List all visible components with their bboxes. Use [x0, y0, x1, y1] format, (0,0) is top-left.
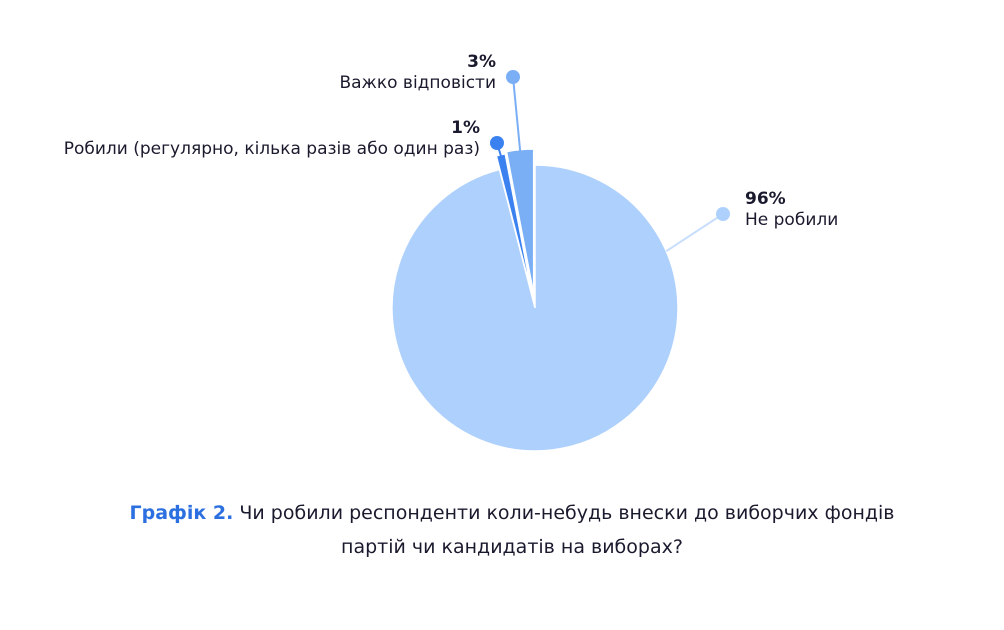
caption-label: Графік 2. [129, 502, 234, 524]
caption: Графік 2. Чи робили респонденти коли-неб… [112, 496, 912, 564]
leader-dot [490, 136, 504, 150]
value-label: 1% [451, 118, 480, 138]
value-label: 96% [745, 189, 786, 209]
chart: 96%Не робили 1%Робили (регулярно, кілька … [64, 52, 838, 452]
leader-dot [716, 207, 730, 221]
value-label: 3% [467, 52, 496, 72]
category-label: Робили (регулярно, кілька разів або один… [64, 139, 480, 159]
leader-line [665, 213, 724, 253]
pie-slice [391, 164, 679, 452]
category-label: Важко відповісти [339, 73, 496, 93]
leader-line [512, 76, 522, 152]
category-label: Не робили [745, 210, 838, 230]
leader-dot [506, 70, 520, 84]
caption-text: Чи робили респонденти коли-небудь внески… [239, 502, 895, 558]
